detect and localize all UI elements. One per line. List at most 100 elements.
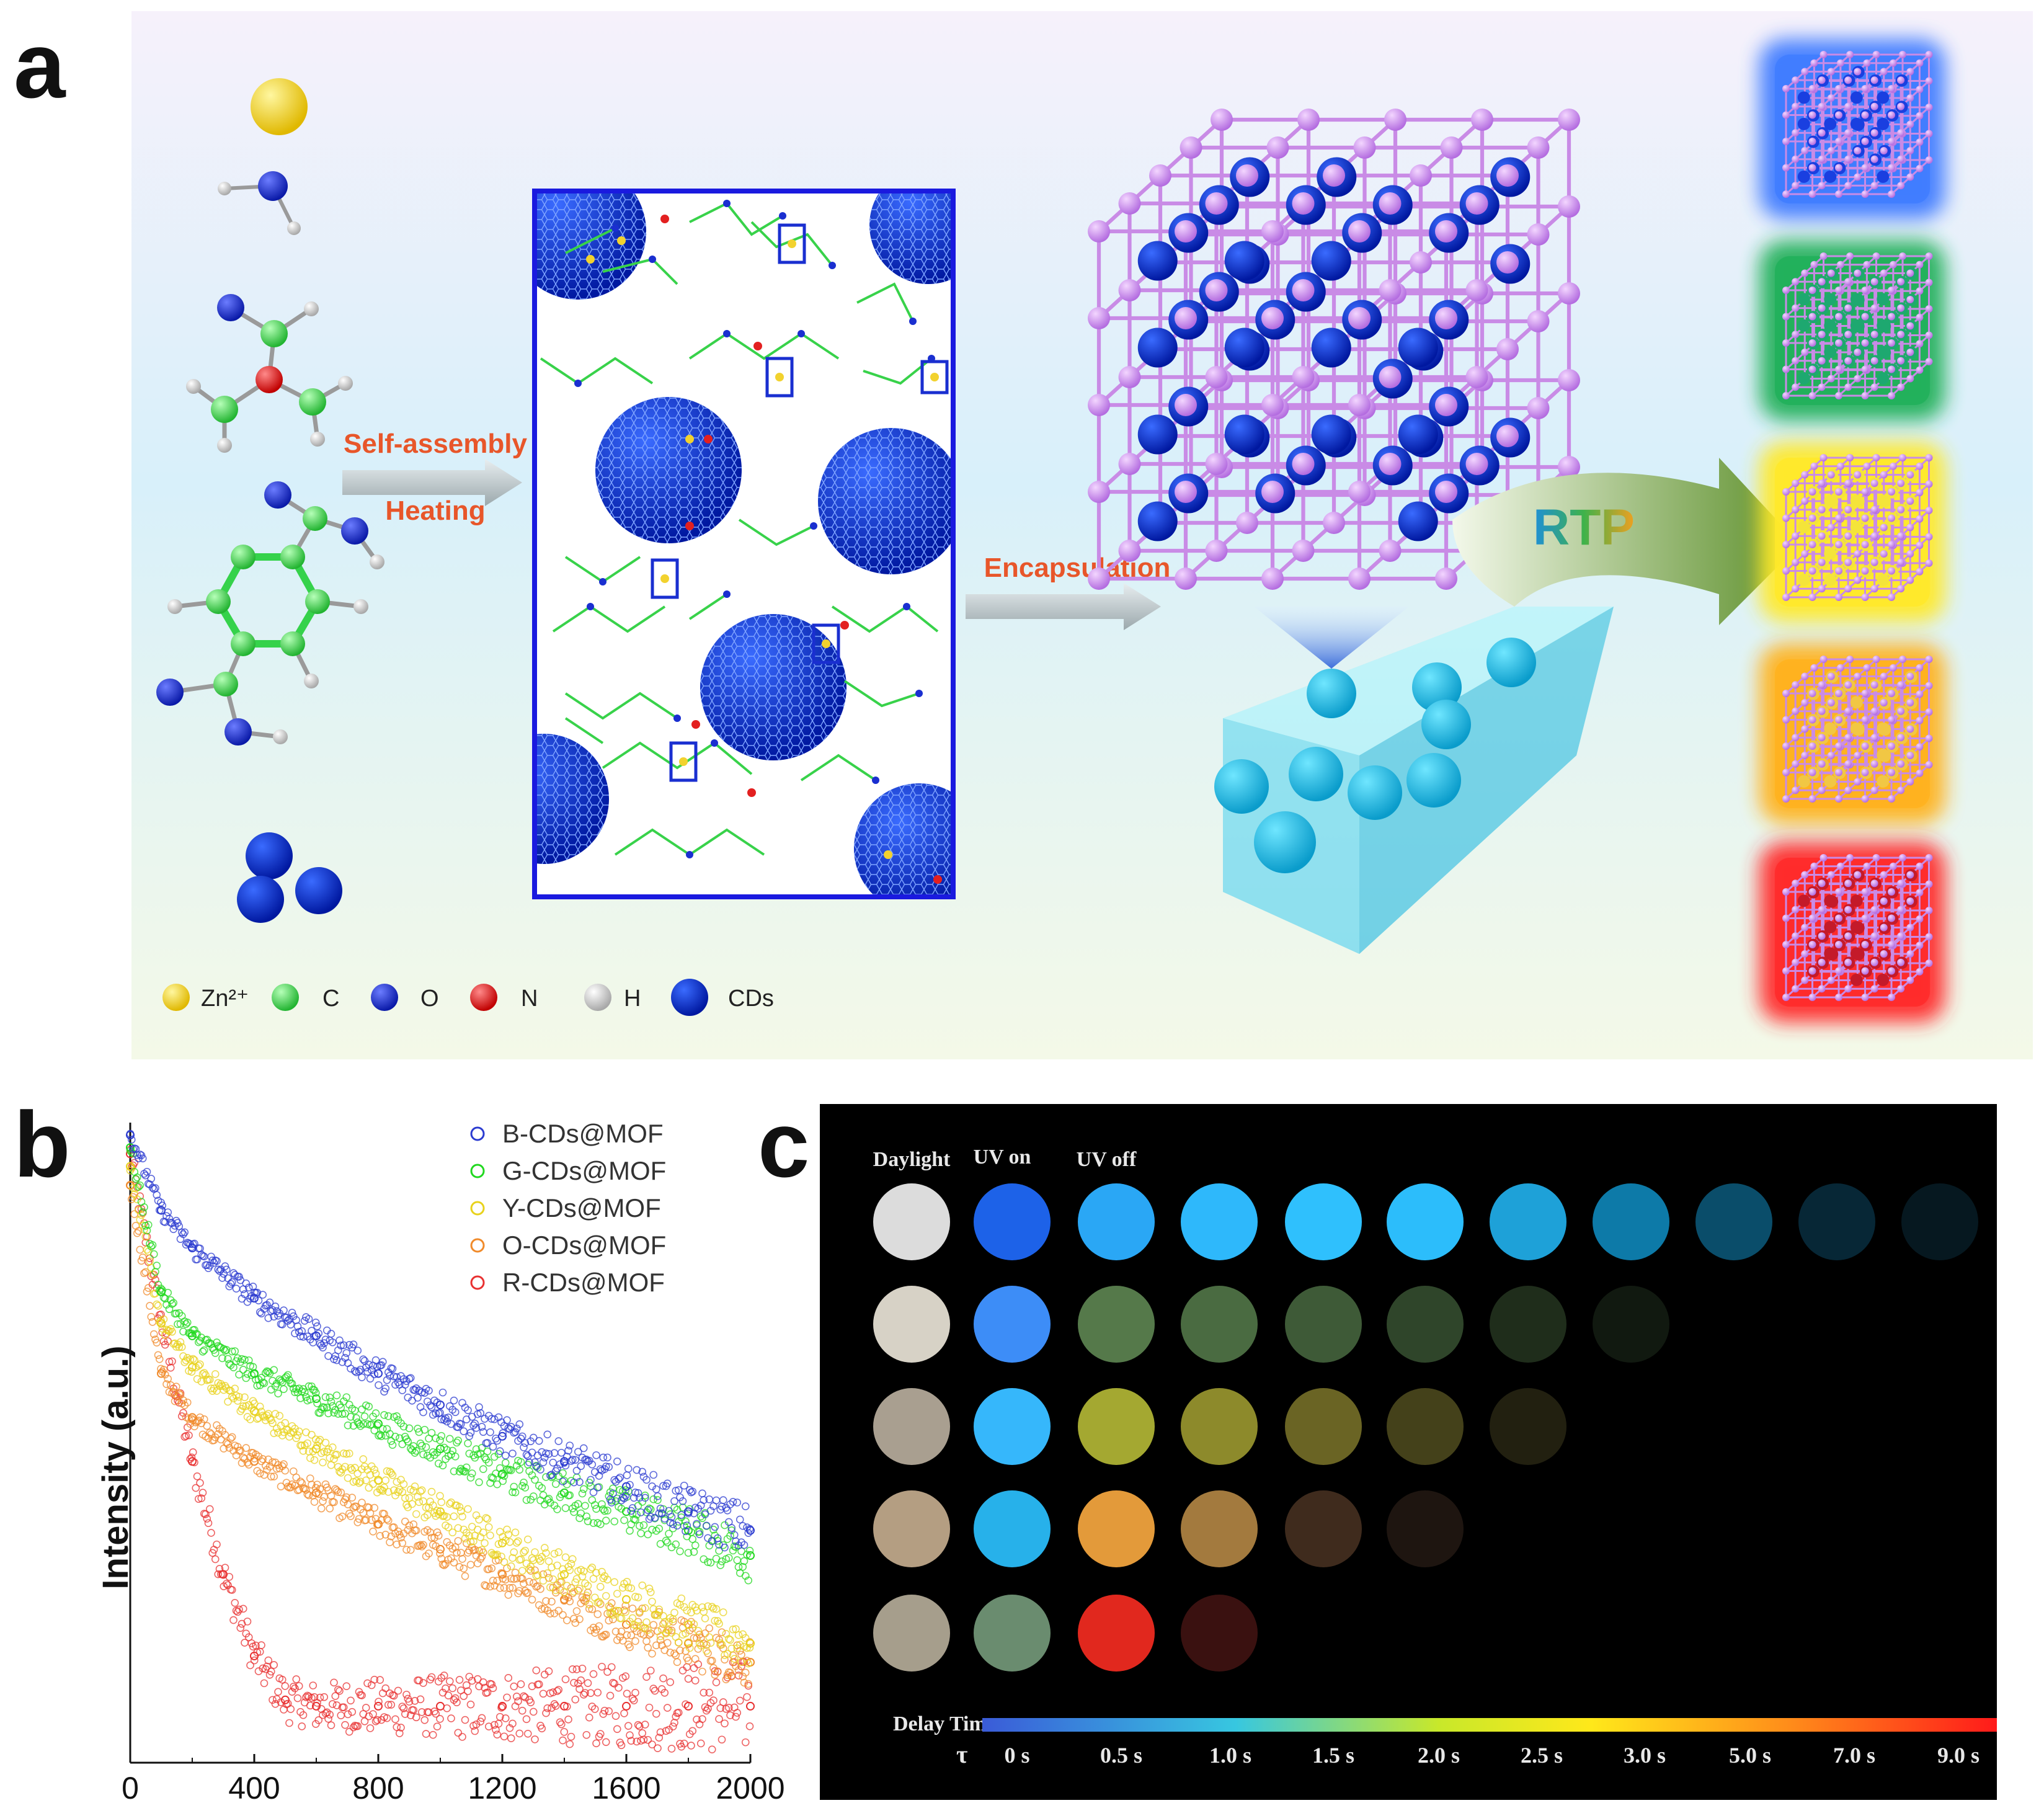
data-point xyxy=(671,1609,678,1616)
data-point xyxy=(452,1694,459,1701)
data-point xyxy=(682,1518,689,1525)
data-point xyxy=(624,1472,631,1479)
data-point xyxy=(719,1736,726,1743)
sample-dot xyxy=(1387,1183,1464,1260)
data-point xyxy=(566,1741,573,1748)
data-point xyxy=(429,1673,435,1680)
data-point xyxy=(713,1497,720,1504)
data-point xyxy=(319,1459,326,1466)
data-point xyxy=(343,1683,350,1689)
encapsulated-cd xyxy=(1824,293,1836,305)
data-point xyxy=(739,1523,746,1529)
cd-sphere xyxy=(818,428,964,574)
encapsulated-cd xyxy=(1851,293,1863,305)
data-point xyxy=(407,1546,414,1553)
data-point xyxy=(437,1716,443,1722)
data-point xyxy=(709,1746,716,1753)
data-point xyxy=(616,1474,623,1481)
data-point xyxy=(677,1548,683,1555)
data-point xyxy=(207,1506,213,1513)
series-vertex xyxy=(437,1703,444,1710)
encapsulated-cd xyxy=(1877,319,1889,332)
time-label: 7.0 s xyxy=(1833,1743,1875,1768)
data-point xyxy=(579,1490,586,1497)
data-point xyxy=(717,1562,724,1569)
data-point xyxy=(688,1742,695,1749)
data-point xyxy=(537,1497,544,1504)
data-point xyxy=(531,1549,538,1556)
data-point xyxy=(614,1725,621,1732)
sample-dot xyxy=(1285,1490,1362,1567)
data-point xyxy=(282,1683,288,1689)
data-point xyxy=(654,1745,661,1752)
data-point xyxy=(505,1592,512,1598)
data-point xyxy=(582,1502,589,1509)
data-point xyxy=(519,1433,526,1440)
data-point xyxy=(635,1722,642,1729)
data-point xyxy=(720,1609,727,1616)
encapsulated-cd xyxy=(1824,921,1836,933)
data-point xyxy=(212,1556,219,1562)
zn-ion-sphere xyxy=(251,78,308,135)
data-point xyxy=(486,1524,492,1531)
data-point xyxy=(455,1729,461,1736)
data-point xyxy=(649,1526,655,1533)
data-point xyxy=(608,1663,615,1670)
data-point xyxy=(421,1427,428,1433)
data-point xyxy=(502,1459,509,1466)
data-point xyxy=(194,1473,201,1480)
data-point xyxy=(261,1680,268,1686)
data-point xyxy=(293,1474,300,1481)
data-point xyxy=(562,1505,569,1511)
data-point xyxy=(614,1590,621,1597)
data-point xyxy=(423,1444,430,1451)
data-point xyxy=(568,1734,575,1740)
data-point xyxy=(558,1721,565,1728)
encapsulated-cd xyxy=(1138,502,1178,541)
data-point xyxy=(555,1549,562,1556)
data-point xyxy=(480,1466,487,1472)
data-point xyxy=(460,1428,467,1435)
data-point xyxy=(510,1683,517,1690)
data-point xyxy=(691,1665,698,1672)
encapsulated-cd xyxy=(1398,328,1438,368)
data-point xyxy=(275,1688,282,1695)
data-point xyxy=(641,1521,647,1528)
data-point xyxy=(699,1668,706,1675)
legend-marker xyxy=(471,1202,484,1214)
data-point xyxy=(603,1517,610,1524)
data-point xyxy=(346,1729,353,1735)
data-point xyxy=(614,1458,621,1465)
data-point xyxy=(626,1528,633,1534)
encapsulated-cd xyxy=(1877,171,1889,183)
encapsulated-cd xyxy=(1798,118,1810,130)
data-point xyxy=(389,1441,396,1448)
data-point xyxy=(456,1564,463,1570)
data-point xyxy=(293,1676,300,1683)
encapsulated-cd xyxy=(1877,372,1889,385)
encapsulated-cd xyxy=(1225,415,1264,455)
data-point xyxy=(529,1596,536,1603)
data-point xyxy=(456,1676,463,1683)
data-point xyxy=(540,1459,547,1466)
data-point xyxy=(632,1689,639,1696)
encapsulated-cd xyxy=(1225,328,1264,368)
data-point xyxy=(365,1484,372,1491)
data-point xyxy=(625,1466,632,1472)
data-point xyxy=(530,1708,537,1715)
data-point xyxy=(625,1722,632,1729)
data-point xyxy=(585,1680,592,1686)
data-point xyxy=(507,1539,513,1546)
sample-dot xyxy=(1078,1286,1155,1363)
encapsulated-cd xyxy=(1824,494,1836,507)
sample-dot xyxy=(1181,1183,1258,1260)
data-point xyxy=(363,1704,370,1711)
data-point xyxy=(720,1699,727,1706)
data-point xyxy=(388,1438,394,1445)
data-point xyxy=(644,1644,651,1651)
data-point xyxy=(462,1573,469,1580)
data-point xyxy=(508,1735,515,1742)
data-point xyxy=(136,1246,143,1253)
